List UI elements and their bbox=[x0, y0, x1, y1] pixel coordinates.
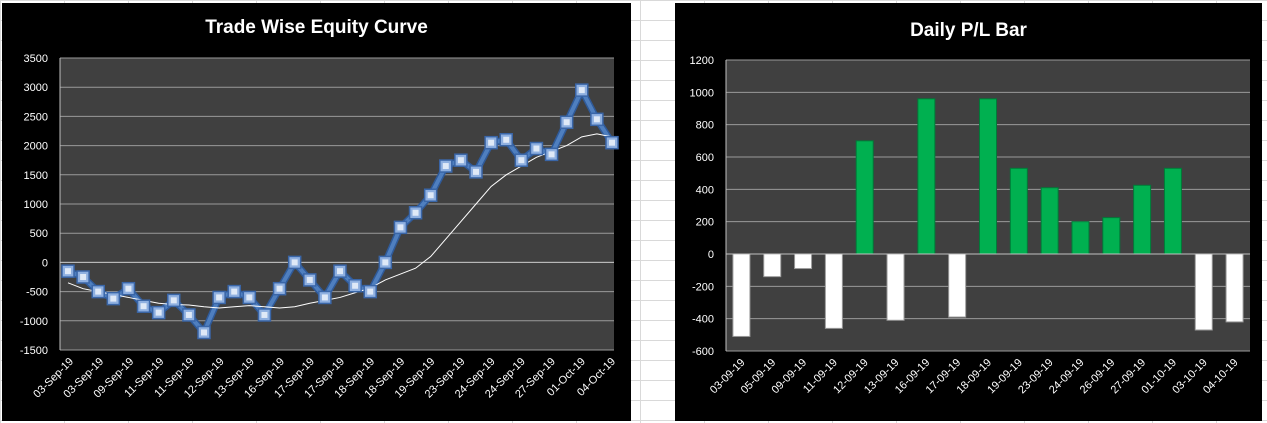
y-tick-label: -200 bbox=[692, 281, 714, 293]
equity-data-point-highlight bbox=[518, 157, 525, 164]
y-tick-label: -500 bbox=[26, 287, 48, 299]
y-tick-label: 400 bbox=[696, 184, 714, 196]
y-tick-label: 200 bbox=[696, 217, 714, 229]
equity-data-point-highlight bbox=[110, 295, 117, 302]
y-tick-label: 2500 bbox=[24, 111, 48, 123]
profit-bar bbox=[1163, 167, 1182, 255]
equity-data-point-highlight bbox=[533, 145, 540, 152]
equity-data-point-highlight bbox=[457, 157, 464, 164]
equity-data-point-highlight bbox=[473, 168, 479, 175]
y-tick-label: 800 bbox=[696, 120, 714, 132]
equity-data-point-highlight bbox=[548, 151, 555, 158]
loss-bar bbox=[763, 253, 782, 278]
equity-data-point-highlight bbox=[276, 285, 283, 292]
y-tick-label: 2000 bbox=[24, 141, 48, 153]
loss-bar bbox=[1194, 253, 1213, 331]
profit-bar bbox=[1102, 217, 1121, 255]
y-tick-label: -1000 bbox=[20, 316, 48, 328]
y-tick-label: 600 bbox=[696, 152, 714, 164]
daily-pl-plot: -600-400-20002004006008001000120003-09-1… bbox=[690, 55, 1250, 396]
equity-data-point-highlight bbox=[65, 268, 71, 275]
equity-data-point-highlight bbox=[306, 276, 313, 283]
equity-data-point-highlight bbox=[80, 274, 87, 280]
equity-data-point-highlight bbox=[488, 139, 495, 146]
daily-pl-title: Daily P/L Bar bbox=[910, 20, 1027, 41]
y-tick-label: 3000 bbox=[24, 82, 48, 94]
loss-bar bbox=[824, 253, 843, 329]
equity-curve-chart[interactable]: Trade Wise Equity Curve -1500 -1000 -500 0 5… bbox=[2, 3, 631, 421]
equity-data-point-highlight bbox=[563, 119, 570, 126]
y-tick-label: 500 bbox=[30, 228, 48, 240]
loss-bar bbox=[1225, 253, 1244, 323]
equity-data-point-highlight bbox=[231, 288, 238, 295]
loss-bar bbox=[886, 253, 905, 321]
equity-data-point-highlight bbox=[593, 116, 600, 123]
equity-data-point-highlight bbox=[503, 136, 510, 143]
daily-pl-bar-chart[interactable]: Daily P/L Bar -600 -400 -200 0 200 400 600 800 1… bbox=[675, 3, 1262, 421]
equity-data-point-highlight bbox=[291, 259, 298, 266]
profit-bar bbox=[917, 98, 936, 255]
equity-data-point-highlight bbox=[367, 288, 374, 295]
equity-data-point-highlight bbox=[170, 297, 177, 304]
y-tick-label: 1500 bbox=[24, 170, 48, 182]
equity-data-point-highlight bbox=[155, 309, 162, 316]
equity-data-point-highlight bbox=[95, 288, 102, 295]
profit-bar bbox=[1040, 187, 1059, 255]
profit-bar bbox=[855, 140, 874, 255]
equity-data-point-highlight bbox=[578, 87, 585, 94]
equity-data-point-highlight bbox=[442, 163, 449, 170]
equity-curve-plot: -1500 -1000 -500 0 500 1000 1500 2000 2500 3000 35… bbox=[20, 53, 619, 400]
equity-data-point-highlight bbox=[397, 224, 404, 231]
equity-data-point-highlight bbox=[125, 285, 132, 292]
loss-bar bbox=[948, 253, 967, 318]
equity-data-point-highlight bbox=[140, 303, 147, 310]
y-tick-label: 0 bbox=[708, 249, 714, 261]
equity-data-point-highlight bbox=[382, 259, 389, 266]
equity-data-point-highlight bbox=[201, 329, 207, 336]
profit-bar bbox=[1009, 167, 1028, 255]
profit-bar bbox=[979, 98, 997, 255]
equity-data-point-highlight bbox=[261, 311, 268, 318]
profit-bar bbox=[1071, 221, 1090, 255]
y-tick-label: 1000 bbox=[690, 87, 714, 99]
y-tick-label: -400 bbox=[692, 314, 714, 326]
y-tick-label: -1500 bbox=[20, 345, 48, 357]
y-tick-label: 1000 bbox=[24, 199, 48, 211]
profit-bar bbox=[1133, 184, 1152, 255]
equity-data-point-highlight bbox=[337, 268, 343, 275]
equity-data-point-highlight bbox=[352, 282, 359, 289]
y-tick-label: 3500 bbox=[24, 53, 48, 65]
y-tick-label: 0 bbox=[42, 257, 48, 269]
loss-bar bbox=[794, 253, 813, 270]
loss-bar bbox=[732, 253, 751, 337]
y-tick-label: -600 bbox=[692, 346, 714, 358]
equity-data-point-highlight bbox=[609, 139, 615, 146]
equity-data-point-highlight bbox=[321, 294, 328, 301]
equity-data-point-highlight bbox=[185, 311, 192, 318]
equity-data-point-highlight bbox=[246, 294, 253, 301]
equity-data-point-highlight bbox=[216, 294, 223, 301]
y-tick-label: 1200 bbox=[690, 55, 714, 67]
equity-curve-title: Trade Wise Equity Curve bbox=[205, 17, 428, 38]
equity-data-point-highlight bbox=[412, 209, 419, 216]
equity-data-point-highlight bbox=[427, 192, 434, 199]
